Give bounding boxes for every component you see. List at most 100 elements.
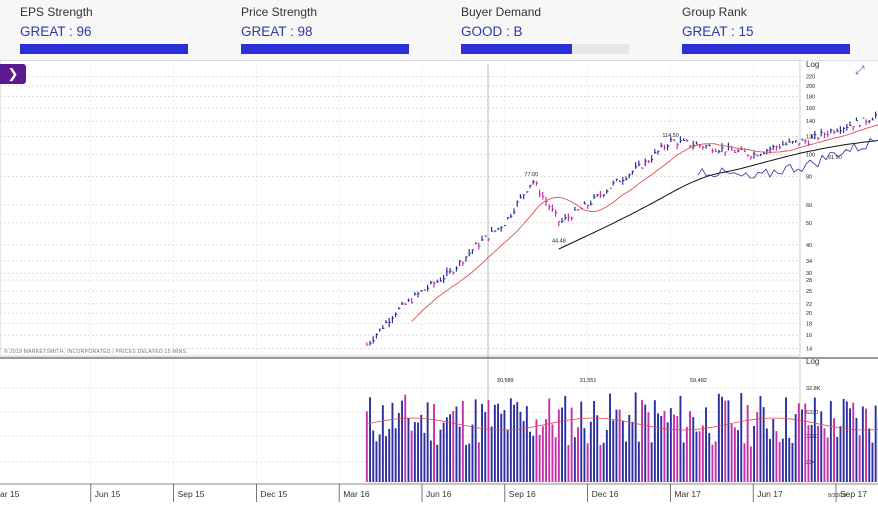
volume-bar — [465, 444, 467, 482]
volume-bar — [756, 412, 759, 482]
volume-bar — [855, 417, 858, 482]
volume-bar — [500, 413, 503, 482]
volume-bar — [871, 442, 874, 482]
volume-bar — [737, 430, 739, 482]
expand-panel-button[interactable]: ❯ — [0, 64, 26, 84]
volume-bar — [657, 413, 659, 482]
volume-bar — [519, 411, 522, 482]
moving-average-50 — [411, 124, 878, 322]
volume-bar — [746, 405, 749, 482]
volume-bar — [420, 414, 423, 482]
volume-bar — [468, 443, 471, 482]
eps-strength-value: GREAT : 96 — [20, 24, 92, 39]
buyer-demand-metric: Buyer Demand GOOD : B — [461, 4, 661, 54]
price-tick-label: 60 — [806, 203, 812, 209]
price-panel-frame — [0, 60, 801, 357]
buyer-demand-fill — [461, 44, 572, 54]
volume-bar — [490, 426, 493, 482]
volume-bar — [484, 411, 487, 482]
date-axis-band — [0, 484, 878, 510]
volume-bar — [836, 436, 839, 482]
volume-bar — [586, 443, 589, 482]
volume-bar — [874, 405, 877, 482]
volume-bar — [689, 411, 691, 482]
volume-bar — [820, 411, 823, 482]
price-tick-label: 28 — [806, 278, 812, 284]
volume-bar — [509, 398, 512, 482]
volume-bar — [625, 441, 627, 482]
volume-bar — [375, 441, 378, 482]
volume-annotation: 31,551 — [580, 378, 597, 384]
buyer-demand-value: GOOD : B — [461, 24, 523, 39]
volume-bar — [545, 419, 547, 482]
price-tick-label: 200 — [806, 84, 815, 90]
volume-bar — [842, 398, 845, 482]
volume-bar — [381, 405, 384, 482]
volume-scale-label: Log — [806, 357, 820, 366]
volume-bar — [708, 433, 711, 482]
volume-bar — [826, 437, 829, 482]
date-tick-label: Sep 17 — [840, 489, 867, 499]
volume-bar — [714, 441, 717, 482]
volume-bar — [794, 414, 797, 482]
volume-bar — [753, 425, 755, 482]
volume-bar — [365, 411, 368, 482]
volume-bar — [561, 407, 563, 482]
volume-bar — [759, 395, 762, 482]
volume-bar — [692, 417, 695, 482]
volume-bar — [711, 444, 714, 482]
price-tick-label: 30 — [806, 271, 812, 277]
volume-bar — [749, 446, 752, 482]
volume-bar — [695, 431, 698, 482]
volume-bar — [628, 414, 631, 482]
volume-bar — [817, 425, 819, 482]
volume-bar — [730, 423, 733, 482]
volume-bar — [596, 415, 599, 482]
maximize-chart-button[interactable]: ⤢ — [855, 63, 865, 78]
volume-bar — [564, 395, 567, 482]
price-tick-label: 120 — [806, 134, 815, 140]
volume-bar — [717, 393, 720, 482]
volume-bar — [436, 444, 439, 482]
volume-bar — [605, 429, 608, 482]
date-tick-label: Jun 15 — [95, 489, 121, 499]
volume-bar — [807, 425, 810, 482]
price-tick-label: 40 — [806, 243, 812, 249]
volume-tick-label: 234 — [806, 460, 815, 466]
volume-bar — [698, 431, 701, 482]
volume-bar — [474, 399, 477, 482]
volume-bar — [791, 443, 794, 482]
volume-bar — [797, 403, 800, 482]
volume-bar — [845, 401, 848, 482]
expand-arrows-icon: ⤢ — [855, 63, 865, 77]
volume-bar — [487, 400, 490, 482]
volume-bar — [516, 402, 519, 482]
volume-bar — [641, 399, 643, 482]
volume-bar — [477, 442, 480, 482]
volume-bar — [397, 412, 400, 482]
price-tick-label: 22 — [806, 302, 812, 308]
volume-bar — [455, 406, 458, 482]
volume-bar — [765, 428, 768, 482]
volume-bar — [404, 394, 407, 482]
buyer-demand-bar — [461, 44, 629, 54]
volume-bar — [785, 397, 787, 482]
volume-bar — [733, 427, 736, 482]
volume-bar — [461, 400, 464, 482]
volume-bar — [740, 393, 743, 482]
price-tick-label: 220 — [806, 75, 815, 81]
date-tick-label: Mar 16 — [343, 489, 370, 499]
volume-bar — [609, 393, 611, 482]
volume-bar — [858, 435, 861, 482]
volume-bar — [577, 427, 579, 482]
volume-bar — [449, 414, 451, 482]
volume-bar — [439, 429, 442, 482]
volume-bar — [612, 420, 615, 482]
date-tick-label: ar 15 — [0, 489, 20, 499]
volume-moving-average — [366, 417, 878, 431]
price-strength-bar — [241, 44, 409, 54]
volume-bar — [634, 392, 637, 482]
volume-annotation: 59,482 — [690, 378, 707, 384]
volume-bar — [529, 431, 531, 482]
